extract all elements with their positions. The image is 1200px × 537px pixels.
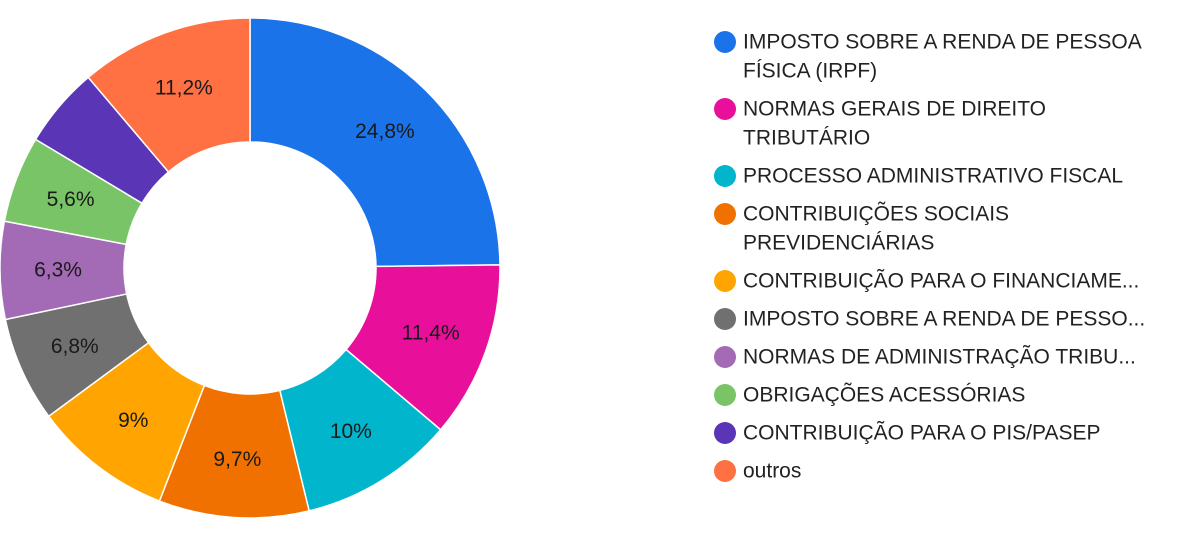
slice-value-label: 6,8%	[51, 335, 99, 358]
legend-label: NORMAS GERAIS DE DIREITO TRIBUTÁRIO	[743, 98, 1046, 150]
legend-label: NORMAS DE ADMINISTRAÇÃO TRIBU...	[743, 345, 1136, 369]
legend-swatch-10	[714, 460, 736, 482]
slice-value-label: 11,4%	[402, 322, 460, 345]
chart-slices	[0, 17, 501, 519]
legend-label: CONTRIBUIÇÕES SOCIAIS PREVIDENCIÁRIAS	[743, 202, 1009, 255]
legend-swatch-5	[714, 270, 736, 292]
legend-swatch-8	[714, 384, 736, 406]
legend-item: IMPOSTO SOBRE A RENDA DE PESSOA FÍSICA (I…	[714, 31, 1142, 83]
legend-label: CONTRIBUIÇÃO PARA O PIS/PASEP	[743, 421, 1100, 445]
legend-item: OBRIGAÇÕES ACESSÓRIAS	[714, 383, 1025, 407]
legend-swatch-9	[714, 422, 736, 444]
slice-value-label: 9,7%	[213, 448, 261, 471]
legend-label: outros	[743, 460, 801, 483]
legend-label: IMPOSTO SOBRE A RENDA DE PESSO...	[743, 308, 1145, 331]
legend-label: PROCESSO ADMINISTRATIVO FISCAL	[743, 165, 1123, 188]
donut-slice-10	[87, 17, 251, 173]
legend-item: CONTRIBUIÇÃO PARA O PIS/PASEP	[714, 421, 1100, 445]
slice-value-label: 6,3%	[34, 258, 82, 281]
slice-value-label: 10%	[330, 420, 372, 443]
legend-swatch-7	[714, 346, 736, 368]
legend-label: CONTRIBUIÇÃO PARA O FINANCIAME...	[743, 269, 1139, 293]
legend-item: IMPOSTO SOBRE A RENDA DE PESSO...	[714, 308, 1145, 331]
legend-swatch-3	[714, 165, 736, 187]
legend-label: IMPOSTO SOBRE A RENDA DE PESSOA FÍSICA (I…	[743, 31, 1142, 83]
legend-item: NORMAS GERAIS DE DIREITO TRIBUTÁRIO	[714, 98, 1046, 150]
chart-slice-labels: 24,8% 11,4% 10% 9,7% 9% 6,8% 6,3% 5,6% 11,2%	[34, 76, 460, 471]
legend-label: OBRIGAÇÕES ACESSÓRIAS	[743, 383, 1025, 407]
legend-swatch-2	[714, 98, 736, 120]
legend-item: PROCESSO ADMINISTRATIVO FISCAL	[714, 165, 1123, 188]
legend-item: outros	[714, 460, 801, 483]
legend-swatch-4	[714, 203, 736, 225]
legend-item: NORMAS DE ADMINISTRAÇÃO TRIBU...	[714, 345, 1136, 369]
slice-value-label: 24,8%	[355, 120, 415, 143]
legend-swatch-6	[714, 308, 736, 330]
legend-item: CONTRIBUIÇÃO PARA O FINANCIAME...	[714, 269, 1139, 293]
legend-item: CONTRIBUIÇÕES SOCIAIS PREVIDENCIÁRIAS	[714, 202, 1009, 255]
donut-slice-1	[249, 17, 501, 268]
slice-value-label: 11,2%	[155, 76, 213, 99]
slice-value-label: 9%	[118, 409, 148, 432]
legend-swatch-1	[714, 31, 736, 53]
slice-value-label: 5,6%	[47, 188, 95, 211]
chart-legend: IMPOSTO SOBRE A RENDA DE PESSOA FÍSICA (I…	[714, 31, 1145, 483]
